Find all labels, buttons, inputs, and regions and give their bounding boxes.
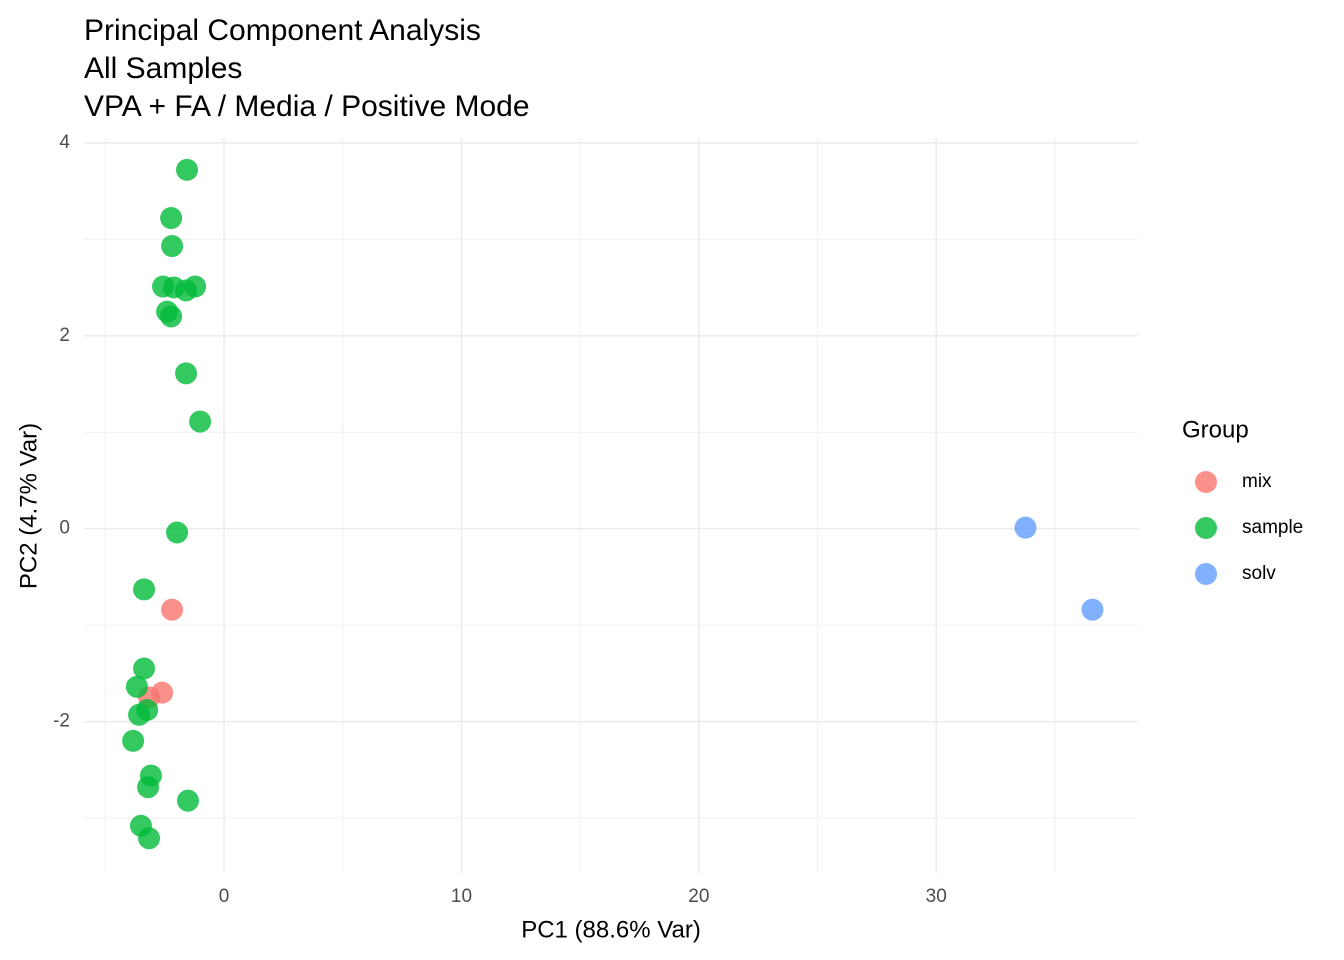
point (166, 521, 189, 544)
y-tick-label: 0 (59, 518, 70, 539)
x-tick-label: 20 (688, 886, 709, 907)
points (122, 158, 1104, 850)
point (125, 675, 148, 698)
y-axis-title: PC2 (4.7% Var) (15, 423, 42, 589)
chart-title-line: All Samples (84, 52, 242, 85)
point (133, 578, 156, 601)
point (160, 305, 183, 328)
y-tick-label: 4 (59, 132, 70, 153)
x-tick-label: 30 (926, 886, 947, 907)
legend-label: sample (1242, 517, 1303, 538)
point (133, 657, 156, 680)
point (161, 235, 184, 258)
y-tick-label: -2 (53, 711, 70, 732)
point (189, 410, 212, 433)
chart-title-line: Principal Component Analysis (84, 14, 481, 47)
point (175, 362, 198, 385)
point (122, 729, 145, 752)
legend-title: Group (1182, 416, 1249, 443)
y-tick-label: 2 (59, 325, 70, 346)
point (160, 207, 183, 230)
point (1014, 516, 1037, 539)
x-tick-label: 10 (451, 886, 472, 907)
legend-key (1195, 471, 1217, 493)
point (128, 703, 151, 726)
point (176, 789, 199, 812)
point (176, 158, 199, 181)
point (161, 598, 184, 621)
point (138, 827, 161, 850)
legend-key (1195, 517, 1217, 539)
point (137, 776, 160, 799)
point (1081, 598, 1104, 621)
grid (84, 138, 1138, 873)
legend-label: solv (1242, 563, 1276, 584)
legend-key (1195, 563, 1217, 585)
chart-title-line: VPA + FA / Media / Positive Mode (84, 90, 530, 123)
x-axis-title: PC1 (88.6% Var) (521, 916, 701, 943)
x-tick-label: 0 (219, 886, 230, 907)
legend-label: mix (1242, 471, 1272, 492)
point (184, 275, 207, 298)
